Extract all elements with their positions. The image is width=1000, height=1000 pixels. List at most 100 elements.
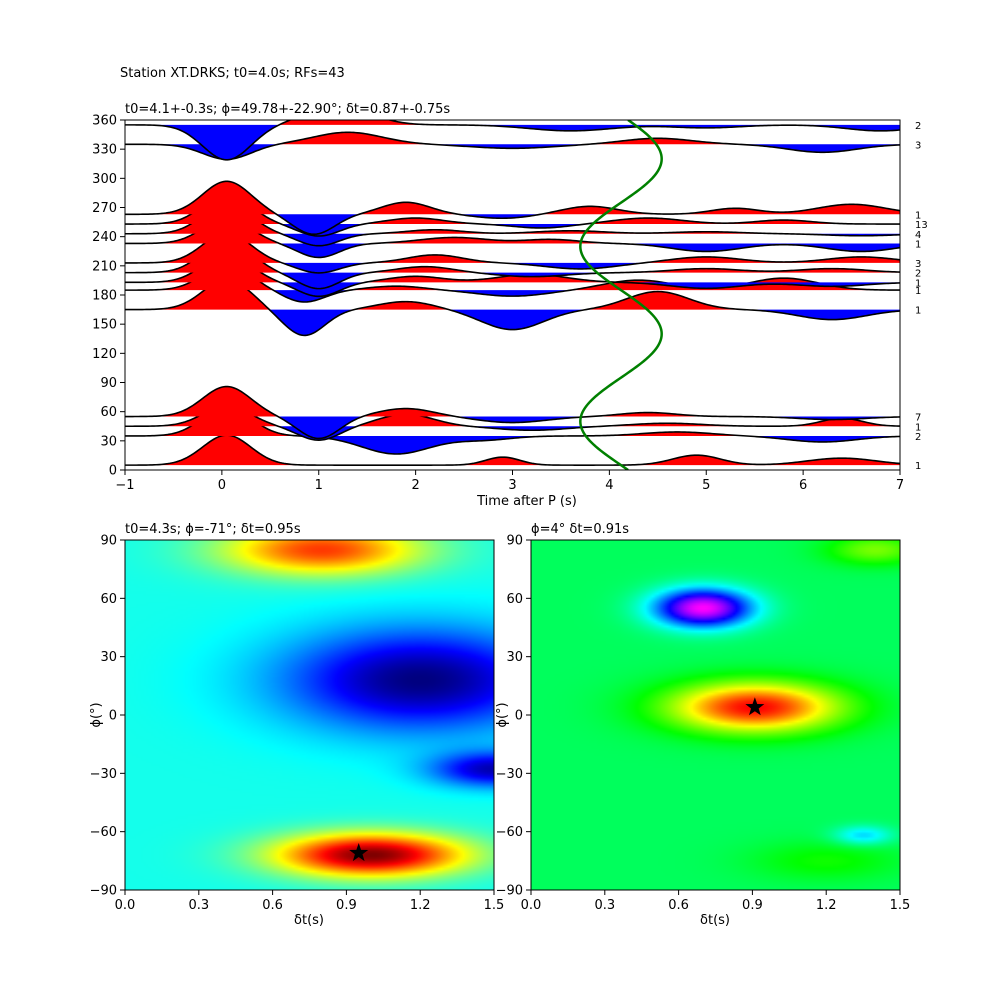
y-tick-label: 60	[100, 405, 117, 420]
y-tick-label: −60	[496, 825, 523, 840]
rf-trace-line	[125, 120, 900, 161]
rf-positive-fill	[125, 181, 900, 215]
y-tick-label: −90	[496, 884, 523, 899]
y-tick-label: 270	[92, 201, 117, 216]
moveout-curve	[579, 120, 663, 470]
x-tick-label: −1	[115, 478, 134, 493]
best-fit-star-right	[745, 697, 765, 716]
x-tick-label: 1.2	[816, 898, 837, 913]
x-tick-label: 4	[605, 478, 613, 493]
y-tick-label: 30	[100, 434, 117, 449]
y-tick-label: −30	[496, 767, 523, 782]
y-tick-label: 150	[92, 318, 117, 333]
trace-count-label: 2	[915, 269, 921, 280]
rf-trace-4	[125, 278, 900, 337]
trace-count-label: 1	[915, 461, 921, 472]
x-tick-label: 0.9	[336, 898, 357, 913]
grid-right-x-label: δt(s)	[700, 913, 730, 928]
rf-positive-fill	[125, 386, 900, 417]
grid-right-heatmap	[531, 540, 900, 890]
rf-negative-fill	[125, 435, 900, 454]
rf-trace-0	[125, 434, 900, 466]
y-tick-label: 60	[506, 592, 523, 607]
x-tick-label: 6	[799, 478, 807, 493]
y-tick-label: 180	[92, 289, 117, 304]
trace-count-label: 1	[915, 286, 921, 297]
rf-trace-12	[125, 180, 900, 236]
trace-count-label: 1	[915, 278, 921, 289]
grid-left-y-axis: −90 −60 −30 0 30 60 90	[90, 534, 125, 899]
y-tick-label: 210	[92, 259, 117, 274]
grid-right-y-axis: −90 −60 −30 0 30 60 90	[496, 534, 531, 899]
y-tick-label: 0	[515, 709, 523, 724]
rf-trace-3	[125, 385, 900, 440]
rf-positive-fill	[125, 218, 900, 244]
trace-count-label: 4	[915, 230, 921, 241]
x-tick-label: 0.0	[115, 898, 136, 913]
rf-x-axis-label: Time after P (s)	[476, 494, 577, 509]
y-tick-label: 90	[506, 534, 523, 549]
rf-positive-fill	[125, 265, 900, 291]
x-tick-label: 1.2	[410, 898, 431, 913]
y-tick-label: 360	[92, 114, 117, 129]
trace-count-label: 2	[915, 121, 921, 132]
rf-panel: t0=4.1+-0.3s; ϕ=49.78+-22.90°; δt=0.87+-…	[92, 102, 928, 509]
grid-right-x-axis: 0.0 0.3 0.6 0.9 1.2 1.5	[521, 890, 911, 913]
rf-positive-fill	[125, 405, 900, 436]
rf-trace-line	[125, 131, 900, 161]
grid-right-title: ϕ=4° δt=0.91s	[531, 522, 629, 537]
y-tick-label: 60	[100, 592, 117, 607]
trace-count-label: 3	[915, 140, 921, 151]
y-tick-label: 330	[92, 143, 117, 158]
x-tick-label: 2	[411, 478, 419, 493]
rf-positive-fill	[125, 406, 900, 427]
y-tick-label: 120	[92, 347, 117, 362]
trace-count-label: 3	[915, 259, 921, 270]
grid-left-y-label: ϕ(°)	[89, 702, 104, 727]
rf-trace-line	[125, 278, 900, 337]
trace-count-label: 13	[915, 220, 928, 231]
x-tick-label: 1	[315, 478, 323, 493]
y-tick-label: 30	[100, 650, 117, 665]
x-tick-label: 1.5	[890, 898, 911, 913]
y-tick-label: 30	[506, 650, 523, 665]
y-tick-label: 300	[92, 172, 117, 187]
grid-panel-left: t0=4.3s; ϕ=-71°; δt=0.95s 0.0 0.3 0.6 0.9 1.…	[89, 522, 504, 928]
x-tick-label: 5	[702, 478, 710, 493]
grid-left-x-label: δt(s)	[294, 913, 324, 928]
x-tick-label: 0.6	[668, 898, 689, 913]
rf-negative-fill	[125, 243, 900, 258]
y-tick-label: 90	[100, 376, 117, 391]
x-tick-label: 0.6	[262, 898, 283, 913]
x-tick-label: 0.9	[742, 898, 763, 913]
rf-negative-fill	[125, 262, 900, 273]
rf-positive-fill	[125, 203, 900, 234]
grid-left-heatmap	[125, 540, 494, 890]
rf-panel-title: t0=4.1+-0.3s; ϕ=49.78+-22.90°; δt=0.87+-…	[125, 102, 450, 117]
rf-positive-fill	[125, 120, 900, 125]
y-tick-label: 240	[92, 230, 117, 245]
rf-positive-fill	[125, 132, 900, 145]
trace-count-label: 1	[915, 306, 921, 317]
trace-count-label: 1	[915, 422, 921, 433]
rf-negative-fill	[125, 416, 900, 439]
rf-negative-fill	[125, 272, 900, 289]
grid-panel-right: ϕ=4° δt=0.91s 0.0 0.3 0.6 0.9 1.2 1.5 −90−60−…	[495, 522, 910, 928]
best-fit-star	[349, 843, 369, 862]
rf-trace-14	[125, 120, 900, 161]
rf-positive-fill	[125, 435, 900, 466]
x-tick-label: 1.5	[484, 898, 505, 913]
y-tick-label: 0	[109, 709, 117, 724]
x-tick-label: 0.3	[594, 898, 615, 913]
rf-traces	[125, 120, 900, 466]
y-tick-label: −90	[90, 884, 117, 899]
best-fit-star-left	[349, 843, 369, 862]
rf-y-axis: 0 30 60 90 120 150 180 210 240 270 300 330 360	[92, 114, 125, 479]
x-tick-label: 7	[896, 478, 904, 493]
trace-count-label: 7	[915, 413, 921, 424]
y-tick-label: −60	[90, 825, 117, 840]
rf-negative-fill	[125, 214, 900, 235]
figure-suptitle: Station XT.DRKS; t0=4.0s; RFs=43	[120, 66, 345, 81]
